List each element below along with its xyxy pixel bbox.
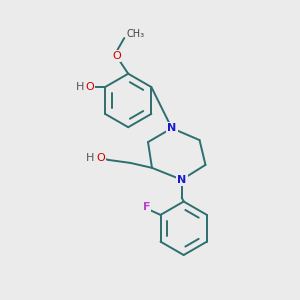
Text: CH₃: CH₃ (126, 29, 144, 39)
Text: O: O (96, 153, 105, 163)
Text: O: O (112, 51, 121, 61)
Text: H: H (86, 153, 95, 163)
Text: N: N (177, 175, 186, 185)
Text: H: H (76, 82, 85, 92)
Text: O: O (86, 82, 94, 92)
Text: N: N (167, 123, 176, 133)
Text: F: F (143, 202, 150, 212)
